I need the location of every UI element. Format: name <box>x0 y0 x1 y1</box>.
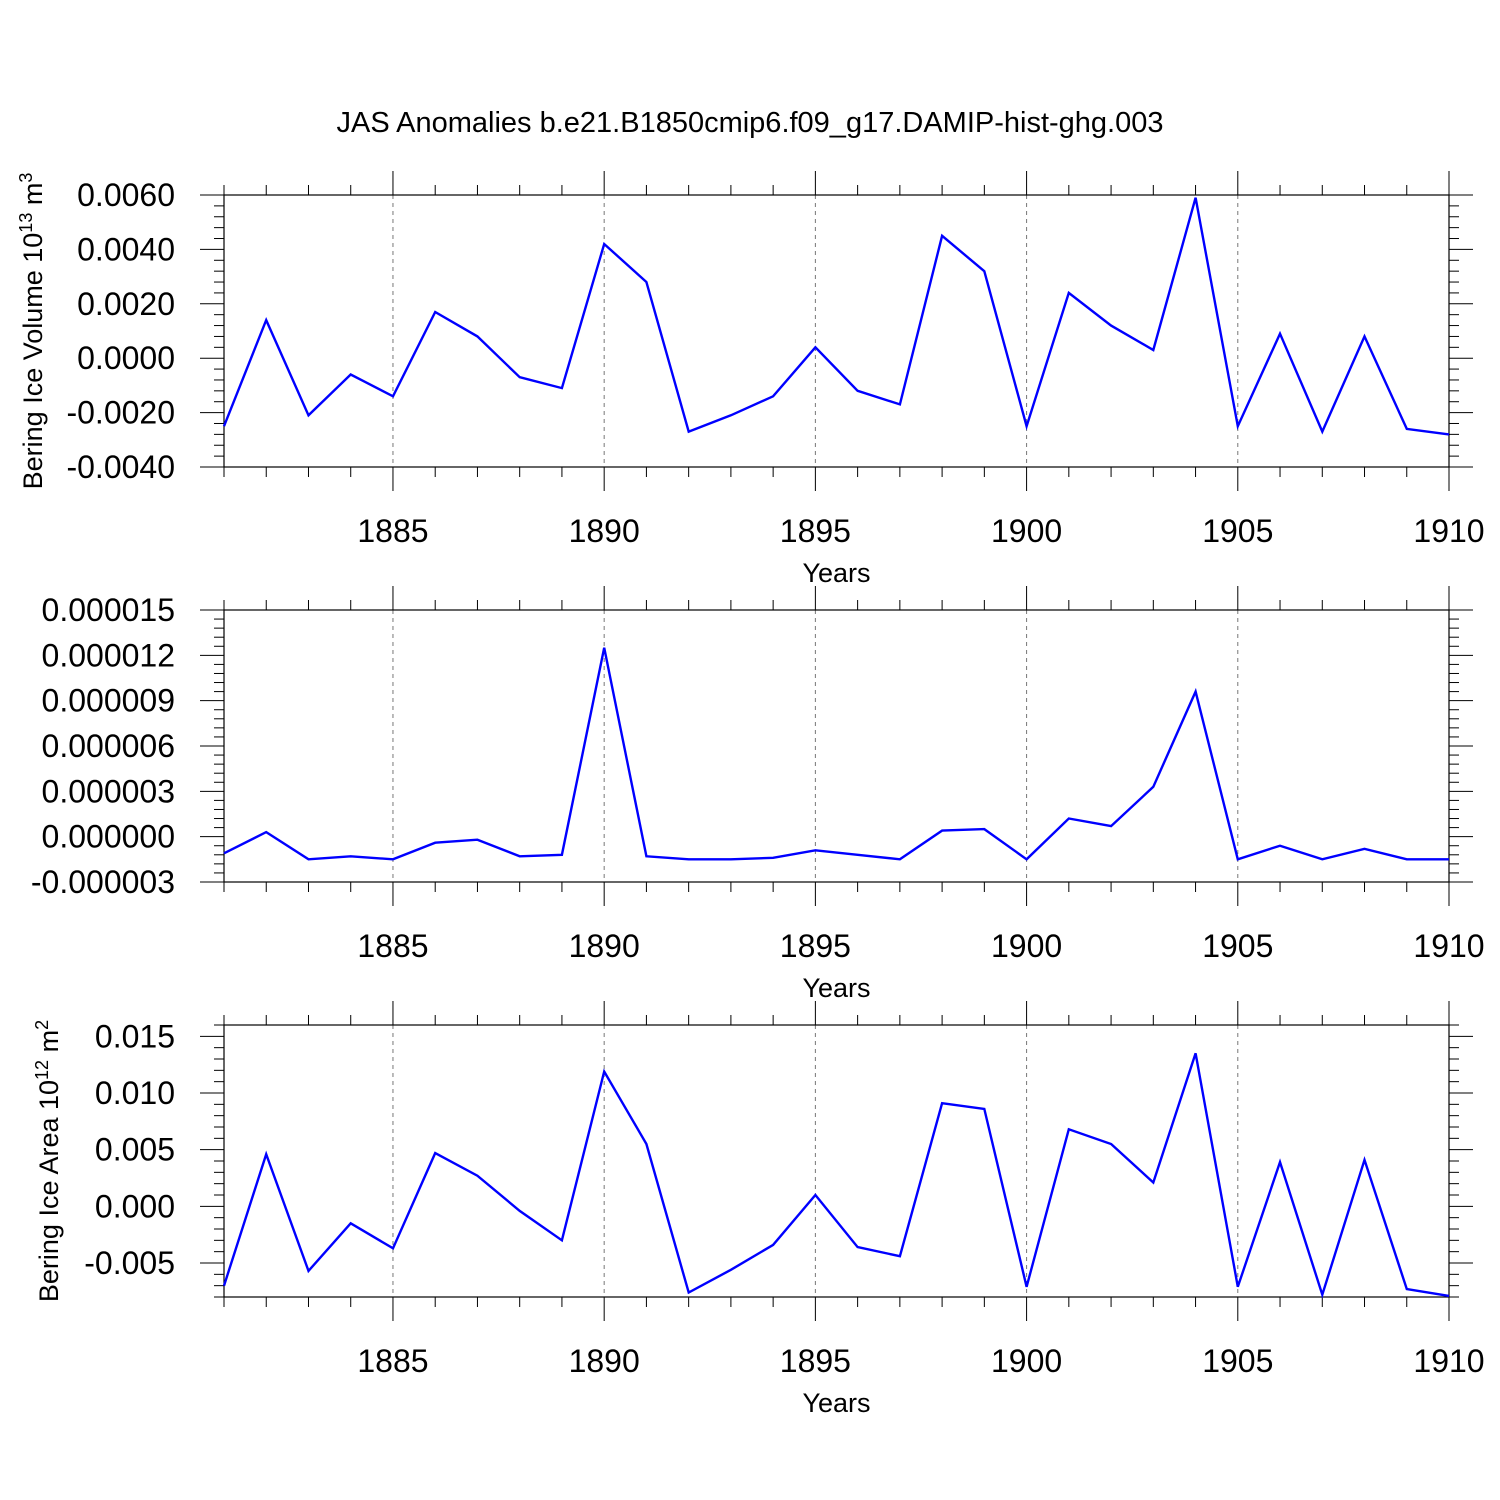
y-axis-label: Bering Ice Volume 1013 m3 <box>16 173 48 490</box>
x-tick-label: 1885 <box>357 513 428 549</box>
x-axis-label: Years <box>802 558 870 588</box>
x-tick-label: 1895 <box>780 928 851 964</box>
x-tick-label: 1905 <box>1202 1343 1273 1379</box>
x-tick-label: 1905 <box>1202 928 1273 964</box>
x-tick-label: 1900 <box>991 1343 1062 1379</box>
y-tick-label: 0.005 <box>95 1132 175 1168</box>
x-tick-label: 1890 <box>569 1343 640 1379</box>
y-tick-label: -0.000003 <box>31 864 175 900</box>
y-tick-label: 0.010 <box>95 1075 175 1111</box>
x-tick-label: 1900 <box>991 513 1062 549</box>
y-axis-label: Bering Ice Area 1012 m2 <box>32 1020 64 1302</box>
y-tick-label: 0.0060 <box>77 177 175 213</box>
y-tick-label: 0.000006 <box>42 728 175 764</box>
y-tick-label: 0.000015 <box>42 592 175 628</box>
x-tick-label: 1890 <box>569 513 640 549</box>
panel-1: -0.0040 -0.0020 0.0000 0.0020 0.0040 0.0060 18… <box>16 171 1485 588</box>
y-tick-label: 0.015 <box>95 1018 175 1054</box>
x-axis-label: Years <box>802 973 870 1003</box>
y-tick-label: -0.0020 <box>66 395 175 431</box>
series-line <box>222 1052 1450 1299</box>
panel-3: -0.005 0.000 0.005 0.010 0.015 1885 1890 1895 19… <box>32 1001 1485 1418</box>
y-tick-label: 0.000012 <box>42 637 175 673</box>
x-tick-label: 1895 <box>780 1343 851 1379</box>
y-tick-label: 0.000 <box>95 1188 175 1224</box>
plot-frame <box>223 194 1450 468</box>
x-tick-label: 1910 <box>1413 513 1484 549</box>
x-tick-label: 1905 <box>1202 513 1273 549</box>
y-tick-label: 0.0040 <box>77 231 175 267</box>
panels: -0.0040 -0.0020 0.0000 0.0020 0.0040 0.0060 18… <box>16 171 1485 1418</box>
y-tick-label: 0.0000 <box>77 340 175 376</box>
figure-title: JAS Anomalies b.e21.B1850cmip6.f09_g17.D… <box>337 107 1164 139</box>
series-line <box>223 647 1449 861</box>
x-tick-label: 1885 <box>357 1343 428 1379</box>
y-tick-label: -0.005 <box>84 1245 175 1281</box>
series-line <box>222 197 1450 436</box>
y-tick-label: 0.000003 <box>42 773 175 809</box>
x-axis-label: Years <box>802 1388 870 1418</box>
y-tick-label: 0.0020 <box>77 286 175 322</box>
x-tick-label: 1910 <box>1413 928 1484 964</box>
y-tick-label: 0.000000 <box>42 819 175 855</box>
x-tick-label: 1885 <box>357 928 428 964</box>
x-tick-label: 1910 <box>1413 1343 1484 1379</box>
y-tick-label: -0.0040 <box>66 449 175 485</box>
panel-2: -0.000003 0.000000 0.000003 0.000006 0.00000… <box>31 586 1485 1003</box>
x-tick-label: 1890 <box>569 928 640 964</box>
y-tick-label: 0.000009 <box>42 683 175 719</box>
x-tick-label: 1900 <box>991 928 1062 964</box>
x-tick-label: 1895 <box>780 513 851 549</box>
